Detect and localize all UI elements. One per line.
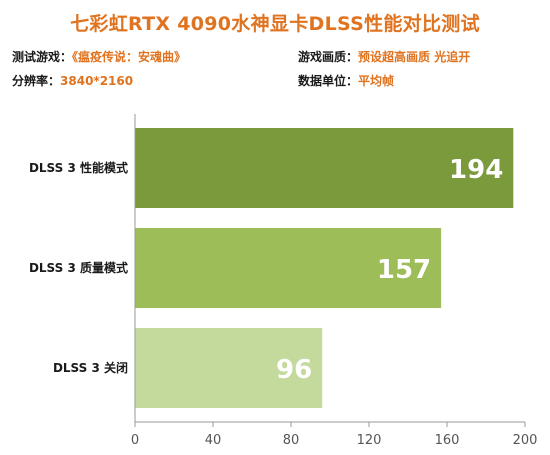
game-quality-info: 游戏画质：预设超高画质 光追开	[298, 48, 470, 65]
data-unit-label: 数据单位：	[298, 74, 359, 88]
test-game-info: 测试游戏：《瘟疫传说：安魂曲》	[12, 48, 186, 65]
x-tick-label: 80	[283, 433, 300, 448]
data-unit-info: 数据单位：平均帧	[298, 72, 394, 89]
data-label: 157	[377, 255, 431, 285]
data-label: 194	[449, 155, 503, 185]
x-tick-label: 0	[131, 433, 139, 448]
game-quality-value: 预设超高画质 光追开	[358, 50, 471, 64]
chart-title: 七彩虹RTX 4090水神显卡DLSS性能对比测试	[70, 13, 480, 35]
test-game-label: 测试游戏：	[12, 50, 73, 64]
category-label: DLSS 3 性能模式	[29, 160, 128, 175]
x-tick-label: 160	[435, 433, 460, 448]
data-label: 96	[276, 355, 312, 385]
x-tick-label: 40	[205, 433, 222, 448]
resolution-info: 分辨率：3840*2160	[12, 72, 133, 89]
bar	[135, 128, 514, 208]
x-tick-label: 120	[357, 433, 382, 448]
test-game-value: 《瘟疫传说：安魂曲》	[72, 50, 187, 64]
bar	[135, 328, 323, 408]
game-quality-label: 游戏画质：	[298, 50, 359, 64]
x-tick-label: 200	[513, 433, 538, 448]
resolution-label: 分辨率：	[12, 74, 61, 88]
category-label: DLSS 3 关闭	[53, 360, 128, 375]
category-label: DLSS 3 质量模式	[29, 260, 128, 275]
data-unit-value: 平均帧	[358, 74, 395, 88]
bar	[135, 228, 442, 308]
resolution-value: 3840*2160	[60, 74, 134, 88]
